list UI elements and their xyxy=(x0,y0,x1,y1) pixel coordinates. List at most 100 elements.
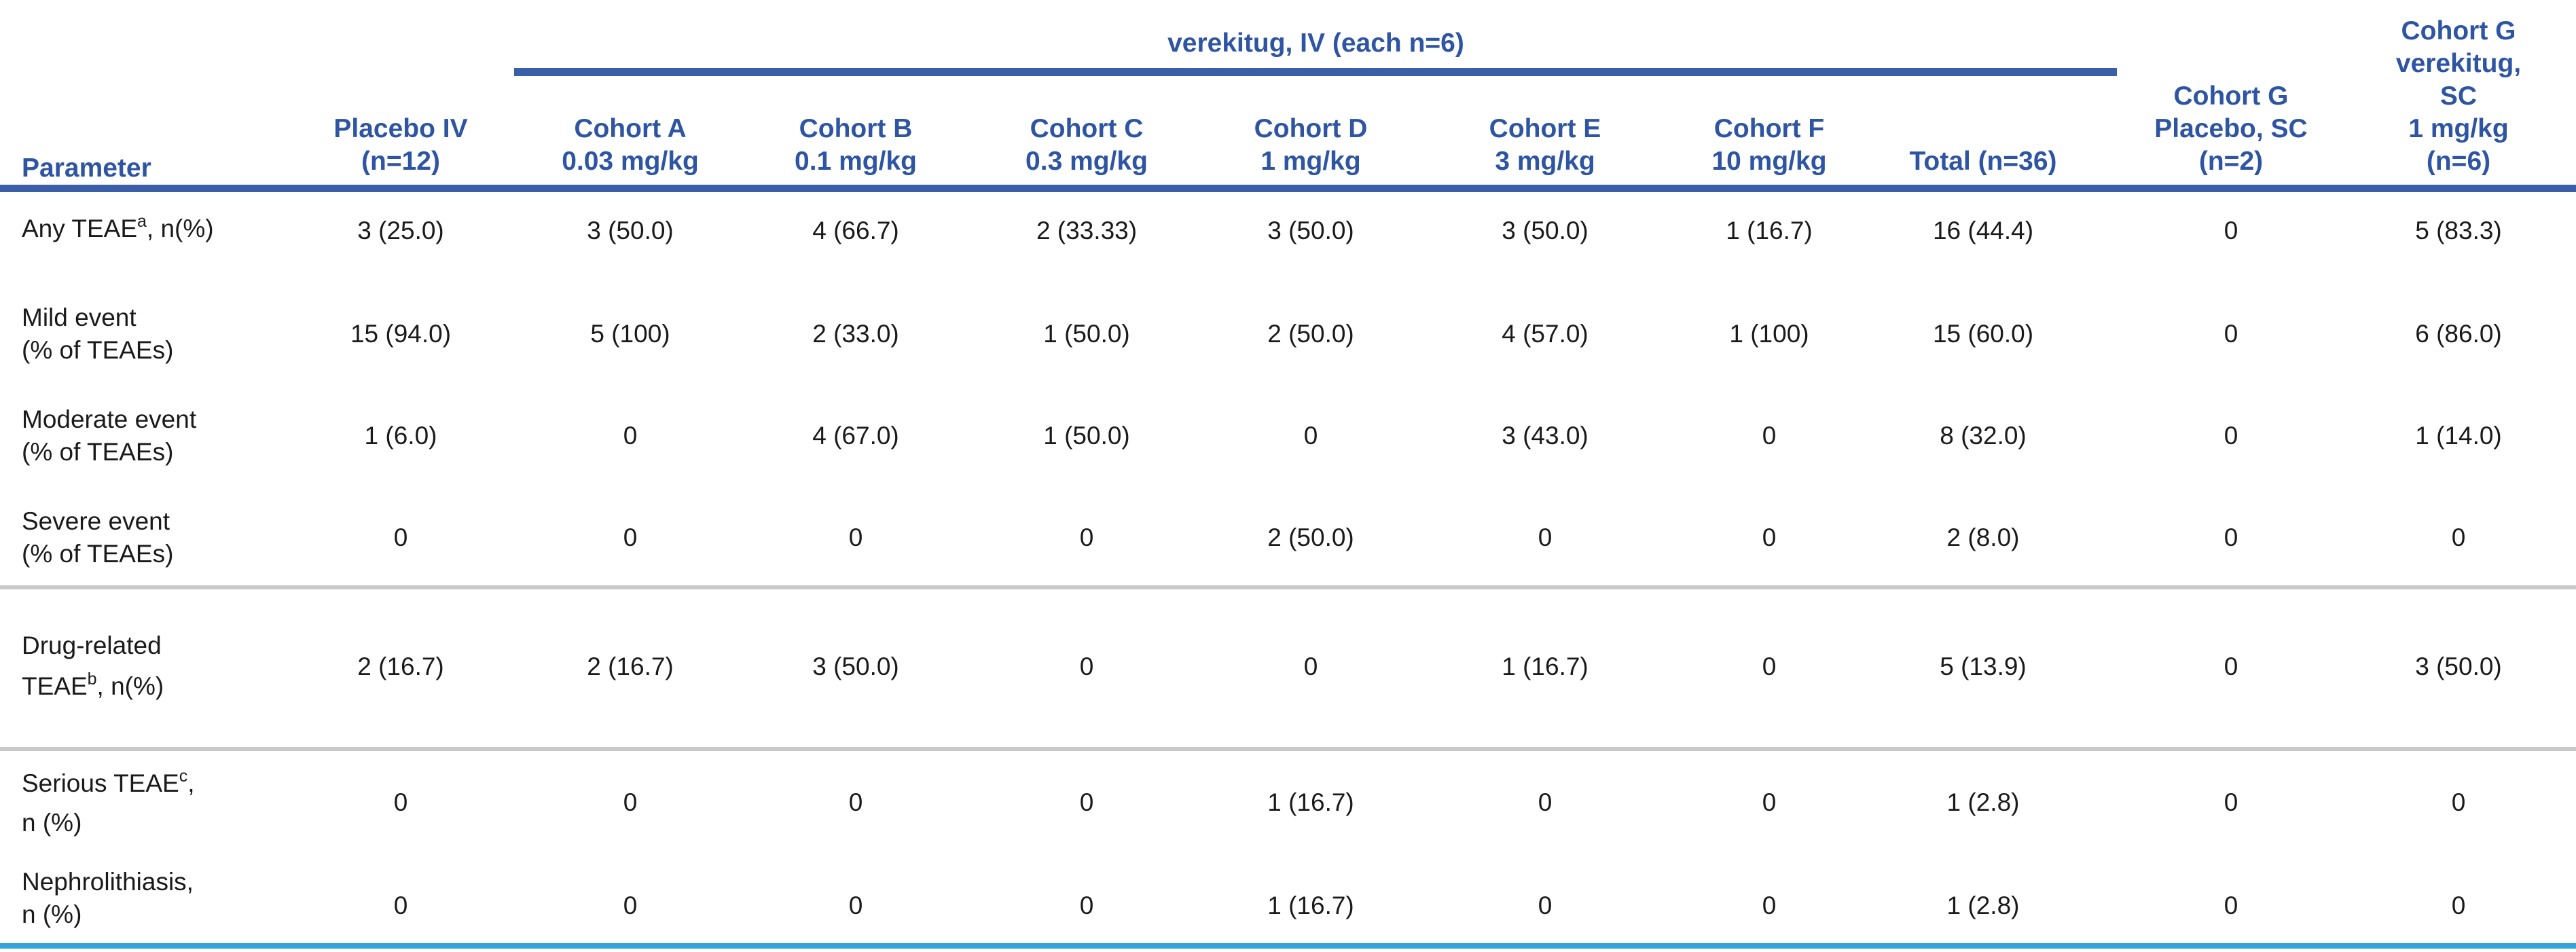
table-cell: 5 (100) xyxy=(590,320,670,348)
table-bottom-rule xyxy=(0,943,2576,949)
table-cell: 1 (6.0) xyxy=(364,422,437,450)
row-label: Moderate event xyxy=(22,403,196,436)
column-header-line: Cohort E xyxy=(1489,114,1601,143)
column-header: Cohort G verekitug, SC 1 mg/kg (n=6) xyxy=(2350,15,2567,178)
parameter-header: Parameter xyxy=(22,153,151,183)
column-header-line: Placebo IV xyxy=(333,114,468,143)
table-cell: 1 (50.0) xyxy=(1043,320,1130,348)
column-header-line: Total (n=36) xyxy=(1909,147,2057,176)
table-cell: 15 (60.0) xyxy=(1932,320,2034,348)
row-label-text: , n(%) xyxy=(96,672,164,700)
table-cell: 1 (2.8) xyxy=(1946,788,2020,816)
row-label: (% of TEAEs) xyxy=(22,538,173,570)
column-header: Cohort C 0.3 mg/kg xyxy=(978,113,1195,178)
table-cell: 0 xyxy=(1079,653,1094,680)
table-cell: 0 xyxy=(1538,788,1553,816)
table-cell: 1 (16.7) xyxy=(1267,788,1354,816)
table-cell: 0 xyxy=(2224,653,2238,680)
table-cell: 0 xyxy=(623,524,638,551)
table-cell: 1 (16.7) xyxy=(1726,217,1813,244)
footnote-marker: c xyxy=(179,766,188,786)
column-header-line: 0.03 mg/kg xyxy=(562,147,699,176)
column-header-line: (n=12) xyxy=(361,147,440,176)
row-label-text: (% of TEAEs) xyxy=(22,336,174,364)
table-cell: 3 (50.0) xyxy=(1267,217,1354,244)
table-cell: 0 xyxy=(1538,892,1553,919)
row-label: (% of TEAEs) xyxy=(22,334,173,367)
table-cell: 0 xyxy=(623,422,638,450)
table-cell: 0 xyxy=(623,892,638,919)
table-cell: 4 (57.0) xyxy=(1502,320,1589,348)
row-label: n (%) xyxy=(22,807,81,839)
row-label: Severe event xyxy=(22,505,170,538)
table-cell: 1 (50.0) xyxy=(1043,422,1130,450)
table-cell: 6 (86.0) xyxy=(2415,320,2502,348)
table-cell: 0 xyxy=(2451,892,2466,919)
table-cell: 0 xyxy=(848,524,863,551)
header-rule xyxy=(0,185,2576,192)
row-label: TEAEb, n(%) xyxy=(22,670,164,703)
column-header-line: Cohort G xyxy=(2173,81,2289,111)
table-cell: 2 (33.33) xyxy=(1036,217,1138,244)
table-cell: 0 xyxy=(2224,422,2238,450)
table-cell: 0 xyxy=(2224,892,2238,919)
table-cell: 0 xyxy=(2224,524,2238,551)
row-label-text: Moderate event xyxy=(22,405,197,433)
table-cell: 16 (44.4) xyxy=(1932,217,2034,244)
row-label: (% of TEAEs) xyxy=(22,436,173,469)
table-cell: 0 xyxy=(2451,524,2466,551)
table-cell: 2 (50.0) xyxy=(1267,320,1354,348)
table-cell: 0 xyxy=(1303,653,1318,680)
row-label: n (%) xyxy=(22,898,81,931)
table-cell: 0 xyxy=(1079,524,1094,551)
column-header: Placebo IV (n=12) xyxy=(292,113,509,178)
column-header: Cohort G Placebo, SC (n=2) xyxy=(2122,80,2340,178)
row-label: Mild event xyxy=(22,301,137,334)
table-cell: 0 xyxy=(2224,217,2238,244)
table-cell: 5 (13.9) xyxy=(1940,653,2027,680)
table-cell: 3 (50.0) xyxy=(812,653,899,680)
column-header-line: 1 mg/kg xyxy=(2408,114,2509,143)
table-cell: 2 (16.7) xyxy=(357,653,444,680)
table-cell: 1 (100) xyxy=(1729,320,1809,348)
column-header-line: 0.3 mg/kg xyxy=(1026,147,1148,176)
column-header: Cohort E 3 mg/kg xyxy=(1436,113,1654,178)
table-cell: 0 xyxy=(2224,320,2238,348)
row-label-text: Nephrolithiasis, xyxy=(22,868,194,896)
row-label: Any TEAEa, n(%) xyxy=(22,213,214,245)
table-cell: 0 xyxy=(1762,524,1777,551)
table-cell: 1 (16.7) xyxy=(1502,653,1589,680)
row-label-text: n (%) xyxy=(22,900,82,928)
table-cell: 0 xyxy=(393,892,408,919)
table-cell: 4 (66.7) xyxy=(812,217,899,244)
row-label-text: (% of TEAEs) xyxy=(22,438,174,466)
column-header-line: Cohort G xyxy=(2401,16,2516,45)
row-label-text: TEAE xyxy=(22,672,88,700)
column-header: Cohort B 0.1 mg/kg xyxy=(747,113,964,178)
table-cell: 0 xyxy=(1538,524,1553,551)
column-header-line: Cohort D xyxy=(1254,114,1368,143)
table-cell: 0 xyxy=(2224,788,2238,816)
row-label-text: Mild event xyxy=(22,304,137,331)
section-separator xyxy=(0,747,2576,751)
table-cell: 3 (50.0) xyxy=(2415,653,2502,680)
table-cell: 3 (43.0) xyxy=(1502,422,1589,450)
table-cell: 0 xyxy=(848,788,863,816)
table-cell: 5 (83.3) xyxy=(2415,217,2502,244)
table-cell: 3 (50.0) xyxy=(1502,217,1589,244)
row-label-text: Any TEAE xyxy=(22,215,138,242)
footnote-marker: a xyxy=(137,211,147,231)
column-header-line: (n=2) xyxy=(2198,147,2264,176)
row-label-text: , n(%) xyxy=(146,215,214,242)
table-cell: 15 (94.0) xyxy=(350,320,452,348)
table-cell: 2 (33.0) xyxy=(812,320,899,348)
table-cell: 0 xyxy=(393,788,408,816)
column-header-line: Cohort F xyxy=(1713,114,1825,143)
column-header-line: 10 mg/kg xyxy=(1711,147,1827,176)
row-label: Serious TEAEc, xyxy=(22,767,194,800)
table-cell: 0 xyxy=(1303,422,1318,450)
column-header-line: SC xyxy=(2439,81,2478,111)
table-cell: 0 xyxy=(623,788,638,816)
table-cell: 3 (50.0) xyxy=(587,217,674,244)
span-header: verekitug, IV (each n=6) xyxy=(1167,29,1464,58)
